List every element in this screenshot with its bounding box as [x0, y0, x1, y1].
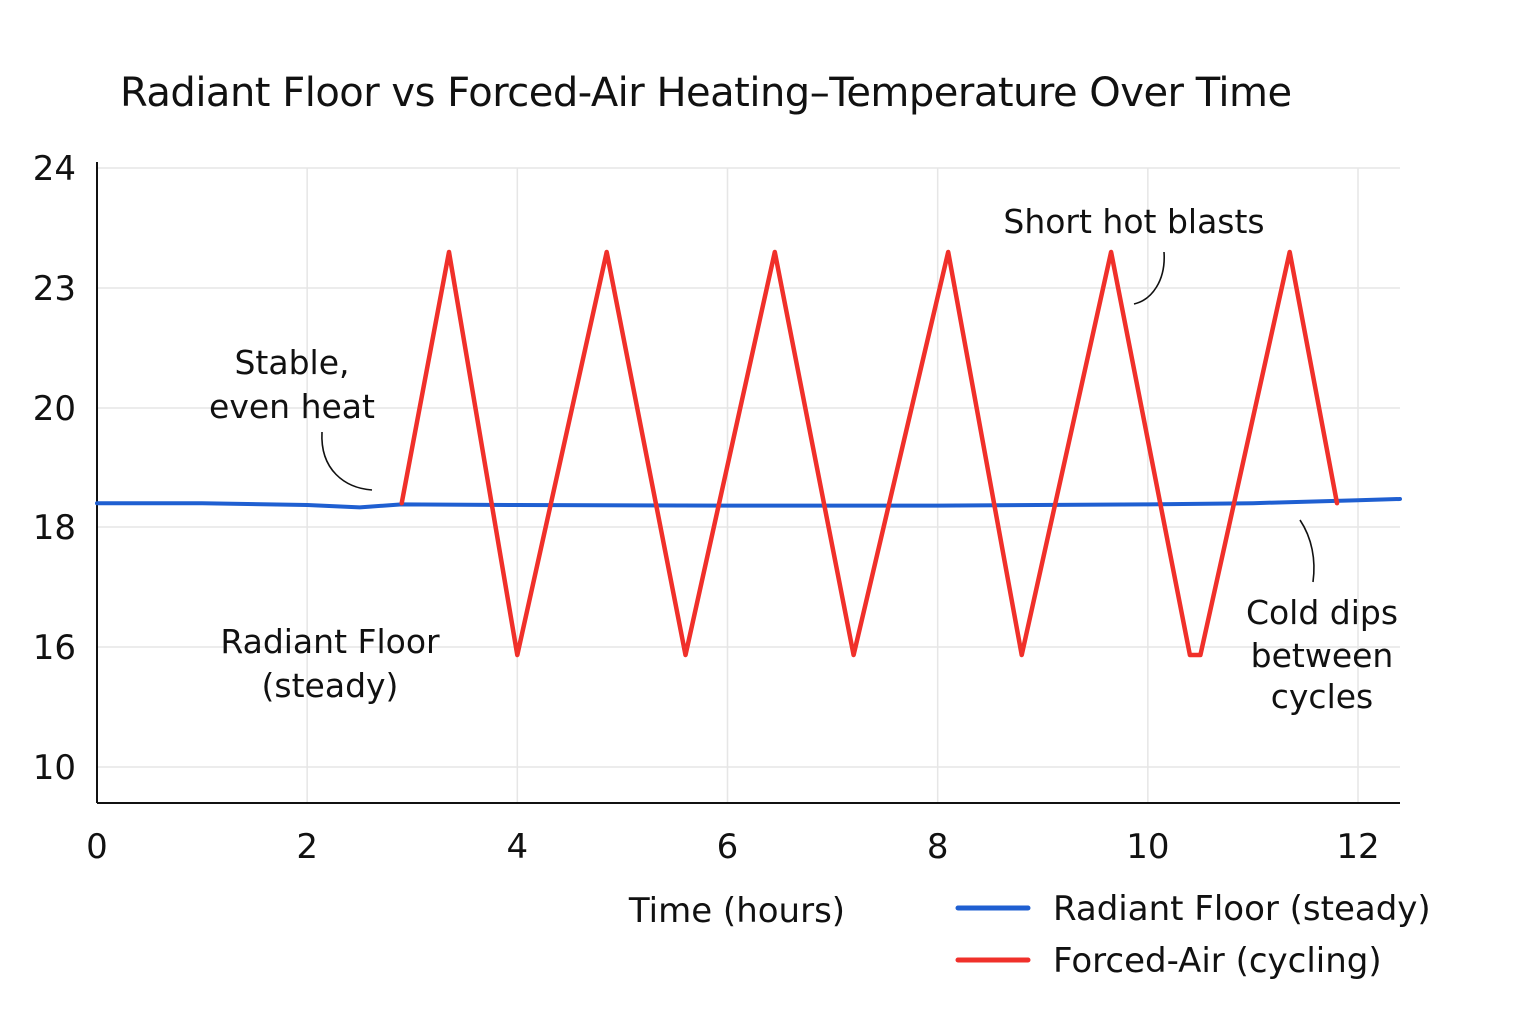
y-tick-labels: 10 16 18 20 23 24 — [33, 149, 76, 788]
series-line-forced-air — [399, 249, 1340, 658]
y-tick-label: 16 — [33, 628, 76, 668]
annotation-line: Cold dips — [1246, 593, 1398, 632]
y-tick-label: 18 — [33, 508, 76, 548]
annotation-stable-even-heat: Stable, even heat — [209, 343, 375, 426]
annotation-line: even heat — [209, 387, 375, 426]
annotation-short-hot-blasts: Short hot blasts — [1003, 202, 1264, 241]
x-tick-label: 6 — [717, 827, 739, 867]
x-tick-label: 0 — [86, 827, 108, 867]
x-tick-labels: 0 2 4 6 8 10 12 — [86, 827, 1379, 867]
annotations: Stable, even heat Short hot blasts Radiant … — [209, 202, 1398, 716]
axes — [96, 162, 1400, 804]
x-tick-label: 12 — [1336, 827, 1379, 867]
y-tick-label: 24 — [33, 149, 76, 189]
x-tick-label: 2 — [296, 827, 318, 867]
y-tick-label: 10 — [33, 748, 76, 788]
x-tick-label: 10 — [1126, 827, 1169, 867]
annotation-line: cycles — [1271, 677, 1373, 716]
y-tick-label: 23 — [33, 269, 76, 309]
annotation-line: between — [1251, 636, 1394, 675]
annotation-line: Stable, — [234, 343, 349, 382]
annotation-line: (steady) — [262, 666, 399, 705]
legend-label: Radiant Floor (steady) — [1053, 889, 1431, 929]
series-line-radiant-floor — [95, 497, 1402, 510]
annotation-leader-line — [1133, 251, 1165, 305]
annotation-line: Short hot blasts — [1003, 202, 1264, 241]
annotation-leader-line — [321, 431, 373, 491]
chart-title: Radiant Floor vs Forced-Air Heating–Temp… — [120, 70, 1292, 116]
x-axis-label: Time (hours) — [628, 891, 845, 931]
annotation-line: Radiant Floor — [220, 622, 440, 661]
x-tick-label: 4 — [507, 827, 529, 867]
legend: Radiant Floor (steady) Forced-Air (cyclin… — [955, 889, 1431, 981]
legend-label: Forced-Air (cycling) — [1053, 941, 1382, 981]
x-tick-label: 8 — [927, 827, 949, 867]
series-lines — [95, 249, 1402, 658]
annotation-leader-line — [1299, 519, 1315, 583]
annotation-radiant-floor-steady: Radiant Floor (steady) — [220, 622, 440, 705]
annotation-cold-dips: Cold dips between cycles — [1246, 593, 1398, 716]
y-tick-label: 20 — [33, 389, 76, 429]
grid — [97, 167, 1400, 803]
